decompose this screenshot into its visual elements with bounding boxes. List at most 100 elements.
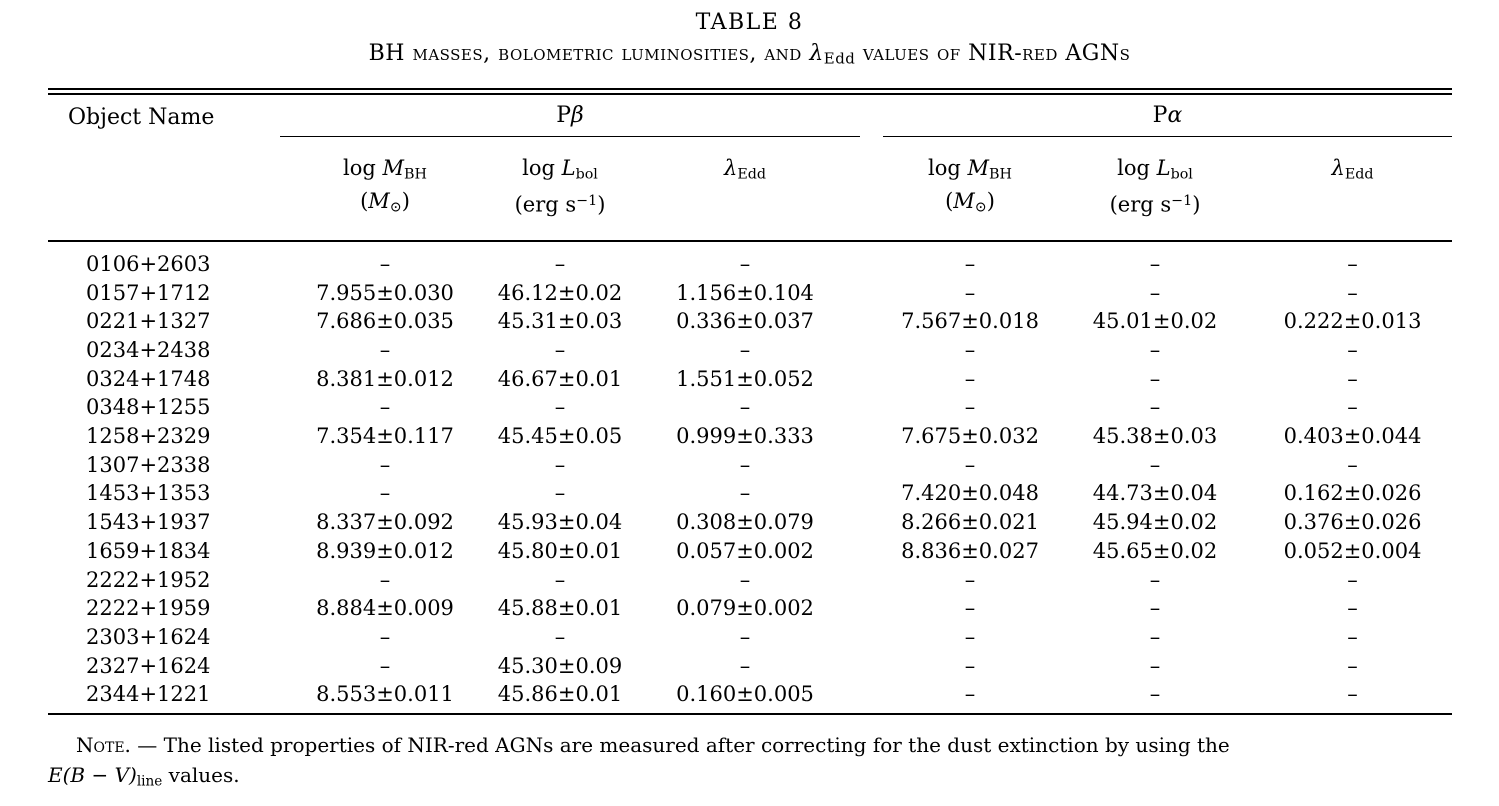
value-cell: 8.337±0.092 bbox=[316, 510, 454, 535]
table-row: 2222+1959 8.884±0.009 45.88±0.01 0.079±0.00… bbox=[48, 594, 1452, 623]
value-cell: – bbox=[554, 452, 566, 477]
value-cell: – bbox=[379, 481, 391, 506]
table-row: 1543+1937 8.337±0.092 45.93±0.04 0.308±0.07… bbox=[48, 508, 1452, 537]
value-cell: – bbox=[1149, 395, 1161, 420]
table-row: 2303+1624 – – – – – – bbox=[48, 623, 1452, 652]
object-name-cell: 0106+2603 bbox=[86, 251, 211, 276]
table-note: Note. — The listed properties of NIR-red… bbox=[48, 730, 1452, 796]
value-cell: – bbox=[1347, 337, 1358, 362]
gap-cell bbox=[860, 537, 883, 566]
table-row: 0324+1748 8.381±0.012 46.67±0.01 1.551±0.05… bbox=[48, 365, 1452, 394]
sun-subscript: ⊙ bbox=[974, 199, 987, 216]
subheader-pbeta-logmbh: log MBH (M⊙) bbox=[280, 136, 490, 242]
table-title-post: values of NIR-red AGNs bbox=[855, 41, 1131, 66]
mass-subscript: BH bbox=[989, 166, 1012, 183]
value-cell: 7.420±0.048 bbox=[901, 481, 1039, 506]
object-name-cell: 1258+2329 bbox=[86, 424, 211, 449]
table-row: 0157+1712 7.955±0.030 46.12±0.02 1.156±0.10… bbox=[48, 279, 1452, 308]
group-header-row: Object Name Pβ Pα bbox=[48, 91, 1453, 242]
subheader-pbeta-edd: λEdd bbox=[630, 136, 861, 242]
value-cell: 44.73±0.04 bbox=[1092, 481, 1218, 506]
data-table: Object Name Pβ Pα log MBH (M⊙) log Lbol … bbox=[48, 87, 1453, 716]
value-cell: – bbox=[1347, 625, 1358, 649]
lambda-symbol: λ bbox=[1331, 155, 1345, 180]
value-cell: 0.052±0.004 bbox=[1283, 538, 1422, 563]
value-cell: – bbox=[964, 625, 976, 649]
msun-symbol: M bbox=[368, 189, 390, 214]
log-text: log bbox=[1117, 155, 1157, 180]
subheader-palpha-logmbh: log MBH (M⊙) bbox=[883, 136, 1058, 242]
value-cell: – bbox=[1347, 653, 1358, 678]
sun-subscript: ⊙ bbox=[389, 199, 402, 216]
value-cell: 7.955±0.030 bbox=[316, 280, 454, 305]
gap-cell bbox=[860, 652, 883, 681]
value-cell: – bbox=[554, 251, 566, 276]
subheader-palpha-loglbol: log Lbol (erg s−1) bbox=[1057, 136, 1254, 242]
value-cell: – bbox=[554, 337, 566, 362]
value-cell: – bbox=[554, 481, 566, 506]
paren: ) bbox=[1192, 192, 1201, 217]
object-name-cell: 2344+1221 bbox=[86, 682, 211, 707]
value-cell: 0.403±0.044 bbox=[1283, 424, 1422, 449]
gap-cell bbox=[860, 623, 883, 652]
lum-symbol: L bbox=[561, 155, 576, 180]
value-cell: – bbox=[739, 251, 751, 276]
value-cell: – bbox=[739, 653, 751, 678]
value-cell: – bbox=[379, 625, 391, 649]
object-name-cell: 1307+2338 bbox=[86, 452, 211, 477]
object-name-cell: 0348+1255 bbox=[86, 395, 211, 420]
logmbh-unit: (M⊙) bbox=[883, 188, 1057, 222]
unit-exponent: −1 bbox=[576, 193, 598, 210]
gap-cell bbox=[860, 479, 883, 508]
value-cell: 8.939±0.012 bbox=[316, 538, 454, 563]
value-cell: – bbox=[379, 337, 391, 362]
gap-cell bbox=[860, 680, 883, 714]
value-cell: – bbox=[964, 682, 976, 707]
value-cell: – bbox=[1149, 653, 1161, 678]
log-text: log bbox=[343, 155, 383, 180]
mass-symbol: M bbox=[382, 155, 405, 180]
gap-cell bbox=[860, 336, 883, 365]
table-row: 0106+2603 – – – – – – bbox=[48, 241, 1452, 279]
value-cell: – bbox=[964, 280, 976, 305]
value-cell: – bbox=[1347, 567, 1358, 592]
lambda-symbol: λ bbox=[724, 155, 738, 180]
group-header-pbeta: Pβ bbox=[280, 91, 861, 137]
lambda-subscript: Edd bbox=[823, 49, 856, 68]
paren: ( bbox=[945, 189, 954, 214]
value-cell: 46.67±0.01 bbox=[497, 366, 623, 391]
value-cell: 8.381±0.012 bbox=[316, 366, 454, 391]
mass-subscript: BH bbox=[404, 166, 427, 183]
gap-cell bbox=[860, 508, 883, 537]
table-row: 1307+2338 – – – – – – bbox=[48, 451, 1452, 480]
table-row: 2344+1221 8.553±0.011 45.86±0.01 0.160±0.00… bbox=[48, 680, 1452, 714]
table-row: 0348+1255 – – – – – – bbox=[48, 393, 1452, 422]
value-cell: – bbox=[379, 251, 391, 276]
object-name-cell: 1659+1834 bbox=[86, 538, 211, 563]
edd-subscript: Edd bbox=[737, 166, 766, 183]
value-cell: – bbox=[1149, 567, 1161, 592]
value-cell: – bbox=[739, 395, 751, 420]
table-row: 1659+1834 8.939±0.012 45.80±0.01 0.057±0.00… bbox=[48, 537, 1452, 566]
value-cell: 8.266±0.021 bbox=[901, 510, 1039, 535]
object-name-cell: 0221+1327 bbox=[86, 309, 211, 334]
value-cell: – bbox=[1149, 682, 1161, 707]
value-cell: – bbox=[739, 337, 751, 362]
logmbh-unit: (M⊙) bbox=[280, 188, 490, 222]
value-cell: – bbox=[1347, 366, 1358, 391]
object-name-cell: 2222+1959 bbox=[86, 596, 211, 621]
value-cell: 8.836±0.027 bbox=[901, 538, 1039, 563]
value-cell: – bbox=[1347, 452, 1358, 477]
value-cell: 45.30±0.09 bbox=[497, 653, 623, 678]
note-tail: values. bbox=[162, 763, 240, 788]
value-cell: – bbox=[1149, 366, 1161, 391]
value-cell: – bbox=[964, 653, 976, 678]
value-cell: – bbox=[1347, 280, 1358, 305]
value-cell: – bbox=[964, 251, 976, 276]
table-row: 1453+1353 – – – 7.420±0.048 44.73±0.04 0.162±0… bbox=[48, 479, 1452, 508]
value-cell: 45.93±0.04 bbox=[497, 510, 623, 535]
value-cell: – bbox=[1149, 251, 1161, 276]
unit-text: (erg s bbox=[1109, 192, 1172, 217]
gap-cell bbox=[860, 365, 883, 394]
lambda-symbol: λ bbox=[809, 41, 824, 66]
